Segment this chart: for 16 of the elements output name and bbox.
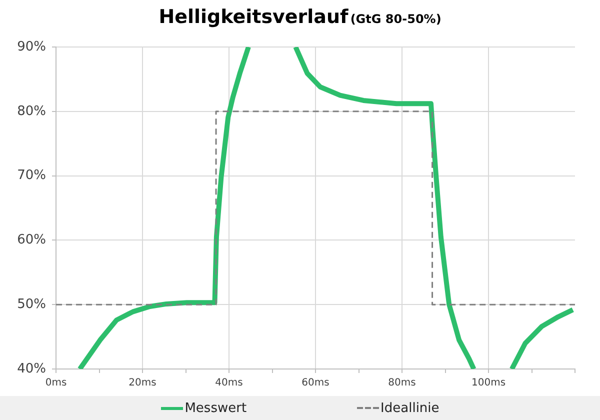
y-tick-label: 90% xyxy=(17,39,46,54)
chart-subtitle: (GtG 80-50%) xyxy=(350,12,442,26)
x-tick-label: 100ms xyxy=(471,378,506,389)
x-tick-label: 40ms xyxy=(215,378,243,389)
x-tick-label: 20ms xyxy=(128,378,156,389)
x-tick-label: 80ms xyxy=(388,378,416,389)
legend-label: Messwert xyxy=(184,400,247,416)
x-tick-label: 0ms xyxy=(45,378,67,389)
y-tick-label: 70% xyxy=(17,168,46,184)
y-tick-label: 50% xyxy=(17,296,46,312)
chart-title: Helligkeitsverlauf xyxy=(158,6,348,28)
x-tick-label: 60ms xyxy=(302,378,330,389)
y-tick-label: 60% xyxy=(17,232,46,248)
y-tick-label: 40% xyxy=(17,361,46,376)
y-tick-label: 80% xyxy=(17,104,46,119)
legend-label: Ideallinie xyxy=(380,400,440,416)
